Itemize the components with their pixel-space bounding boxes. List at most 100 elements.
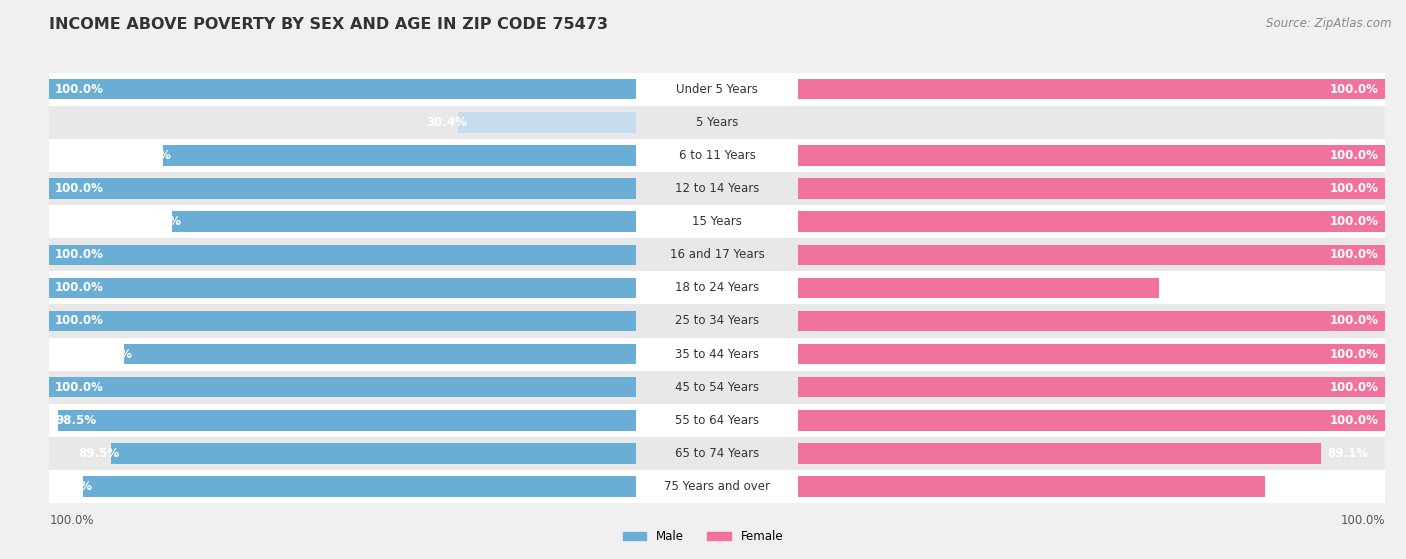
Bar (49, 205, 637, 238)
Bar (637, 371, 799, 404)
Legend: Male, Female: Male, Female (619, 525, 787, 547)
Bar (799, 470, 1385, 503)
Text: 16 and 17 Years: 16 and 17 Years (669, 248, 765, 261)
Text: 100.0%: 100.0% (1330, 182, 1379, 195)
Bar (637, 238, 799, 271)
Bar (637, 470, 799, 503)
Text: 80.7%: 80.7% (131, 149, 172, 162)
Bar (49, 238, 637, 271)
Text: 65 to 74 Years: 65 to 74 Years (675, 447, 759, 460)
Bar (49, 305, 637, 338)
Text: 100.0%: 100.0% (1330, 348, 1379, 361)
Text: 75 Years and over: 75 Years and over (664, 480, 770, 493)
Bar (799, 278, 1159, 298)
Bar (49, 244, 637, 265)
Bar (49, 79, 637, 100)
Bar (637, 305, 799, 338)
Bar (49, 437, 637, 470)
Text: 100.0%: 100.0% (1330, 215, 1379, 228)
Bar (49, 311, 637, 331)
Text: 100.0%: 100.0% (1340, 514, 1385, 527)
Bar (163, 145, 637, 165)
Bar (49, 139, 637, 172)
Text: 89.5%: 89.5% (79, 447, 120, 460)
Bar (799, 476, 1265, 497)
Text: 100.0%: 100.0% (55, 248, 104, 261)
Text: 100.0%: 100.0% (49, 514, 94, 527)
Bar (49, 278, 637, 298)
Text: 100.0%: 100.0% (1330, 414, 1379, 427)
Text: 100.0%: 100.0% (1330, 381, 1379, 394)
Text: 55 to 64 Years: 55 to 64 Years (675, 414, 759, 427)
Bar (799, 338, 1385, 371)
Text: 15 Years: 15 Years (692, 215, 742, 228)
Text: 89.1%: 89.1% (1327, 447, 1368, 460)
Bar (49, 404, 637, 437)
Bar (799, 271, 1385, 305)
Text: 79.6%: 79.6% (1271, 480, 1312, 493)
Bar (799, 178, 1385, 199)
Bar (799, 244, 1385, 265)
Bar (799, 437, 1385, 470)
Text: 12 to 14 Years: 12 to 14 Years (675, 182, 759, 195)
Bar (172, 211, 637, 232)
Bar (799, 410, 1385, 430)
Bar (49, 178, 637, 199)
Bar (458, 112, 637, 132)
Bar (49, 377, 637, 397)
Bar (49, 470, 637, 503)
Text: 100.0%: 100.0% (55, 315, 104, 328)
Text: 87.3%: 87.3% (91, 348, 132, 361)
Bar (799, 443, 1320, 464)
Bar (49, 172, 637, 205)
Bar (49, 371, 637, 404)
Bar (799, 106, 1385, 139)
Bar (637, 404, 799, 437)
Text: 79.1%: 79.1% (139, 215, 181, 228)
Bar (637, 139, 799, 172)
Text: 100.0%: 100.0% (55, 281, 104, 295)
Text: 30.4%: 30.4% (426, 116, 467, 129)
Bar (124, 344, 637, 364)
Bar (637, 205, 799, 238)
Text: 100.0%: 100.0% (1330, 149, 1379, 162)
Text: 5 Years: 5 Years (696, 116, 738, 129)
Text: 94.2%: 94.2% (51, 480, 91, 493)
Bar (58, 410, 637, 430)
Text: 25 to 34 Years: 25 to 34 Years (675, 315, 759, 328)
Bar (637, 106, 799, 139)
Text: Source: ZipAtlas.com: Source: ZipAtlas.com (1267, 17, 1392, 30)
Bar (111, 443, 637, 464)
Text: 18 to 24 Years: 18 to 24 Years (675, 281, 759, 295)
Bar (799, 404, 1385, 437)
Bar (49, 106, 637, 139)
Bar (49, 338, 637, 371)
Text: 100.0%: 100.0% (1330, 83, 1379, 96)
Text: 61.5%: 61.5% (1164, 281, 1206, 295)
Bar (799, 73, 1385, 106)
Bar (49, 73, 637, 106)
Bar (799, 238, 1385, 271)
Bar (799, 172, 1385, 205)
Bar (799, 139, 1385, 172)
Bar (799, 371, 1385, 404)
Bar (637, 338, 799, 371)
Bar (83, 476, 637, 497)
Bar (49, 271, 637, 305)
Text: 100.0%: 100.0% (55, 381, 104, 394)
Text: 100.0%: 100.0% (1330, 315, 1379, 328)
Text: 6 to 11 Years: 6 to 11 Years (679, 149, 755, 162)
Bar (799, 79, 1385, 100)
Text: 100.0%: 100.0% (55, 83, 104, 96)
Bar (799, 344, 1385, 364)
Bar (799, 377, 1385, 397)
Bar (637, 437, 799, 470)
Text: 100.0%: 100.0% (1330, 248, 1379, 261)
Text: INCOME ABOVE POVERTY BY SEX AND AGE IN ZIP CODE 75473: INCOME ABOVE POVERTY BY SEX AND AGE IN Z… (49, 17, 609, 32)
Bar (799, 305, 1385, 338)
Bar (637, 172, 799, 205)
Bar (799, 145, 1385, 165)
Bar (799, 211, 1385, 232)
Text: Under 5 Years: Under 5 Years (676, 83, 758, 96)
Bar (637, 271, 799, 305)
